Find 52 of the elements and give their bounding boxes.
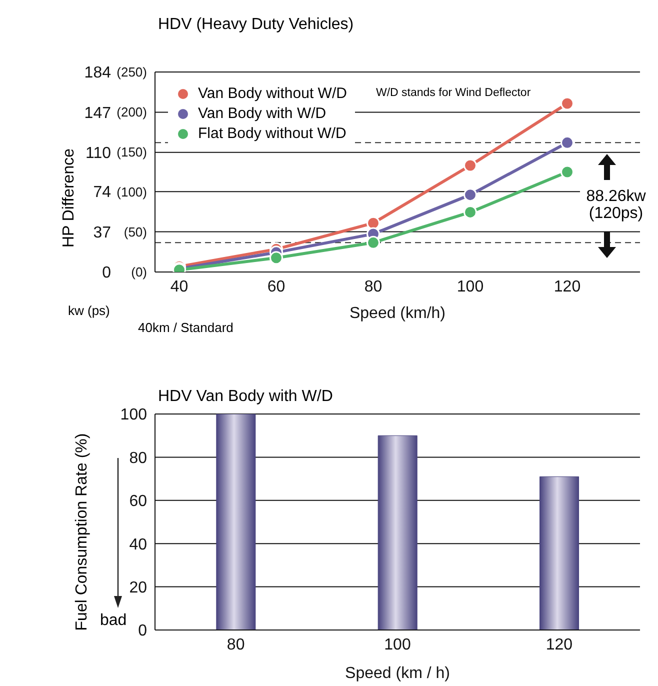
y-tick-label: 80 [129, 450, 148, 467]
bar [540, 476, 580, 630]
y-tick-label: 40 [129, 536, 148, 554]
y2-tick-label: (150) [116, 144, 147, 160]
chart-title: HDV (Heavy Duty Vehicles) [158, 16, 354, 34]
legend-label: Van Body without W/D [198, 85, 347, 102]
y2-tick-label: (250) [116, 64, 147, 80]
x-tick-label: 100 [456, 278, 484, 296]
chart-title: HDV Van Body with W/D [158, 388, 333, 406]
point [560, 96, 574, 110]
y2-tick-label: (50) [124, 224, 147, 240]
y2-tick-label: (100) [116, 184, 147, 200]
point [464, 205, 477, 219]
y-tick-label: 74 [93, 184, 112, 202]
annotation: W/D stands for Wind Deflector [376, 87, 531, 99]
y-tick-label: 110 [85, 145, 112, 162]
point [366, 236, 380, 250]
x-axis-title: Speed (km / h) [345, 665, 450, 682]
y-axis-title: HP Difference [60, 148, 78, 248]
point [560, 136, 574, 150]
annotation: 88.26kw (120ps) [580, 188, 652, 222]
x-tick-label: 80 [226, 636, 245, 654]
point [270, 251, 283, 265]
y-axis-title: Fuel Consumption Rate (%) [74, 433, 92, 631]
y-tick-label: 0 [138, 622, 148, 640]
text: 40km / Standard [138, 320, 234, 335]
legend-label: Van Body with W/D [198, 105, 326, 122]
bar [378, 435, 418, 630]
x-tick-label: 100 [384, 636, 411, 654]
y-tick-label: 147 [84, 104, 112, 122]
y2-tick-label: (200) [116, 104, 147, 120]
y-tick-label: 184 [84, 64, 112, 82]
y-tick-label: 20 [129, 579, 148, 596]
x-tick-label: 120 [546, 636, 573, 654]
legend-label: Flat Body without W/D [198, 125, 346, 142]
point [560, 165, 574, 179]
y-tick-label: 0 [102, 264, 112, 282]
x-tick-label: 40 [170, 278, 188, 296]
point [464, 158, 477, 172]
x-tick-label: 60 [267, 278, 286, 296]
point [366, 216, 380, 230]
bar [216, 414, 256, 630]
x-tick-label: 120 [554, 278, 581, 296]
y-tick-label: 100 [120, 406, 148, 424]
x-axis-title: Speed (km/h) [349, 305, 446, 322]
y-tick-label: 60 [129, 493, 148, 510]
y-tick-label: 37 [93, 224, 112, 242]
x-tick-label: 80 [364, 278, 382, 296]
text: bad [100, 612, 127, 630]
text: kw (ps) [68, 303, 110, 318]
y2-tick-label: (0) [131, 264, 147, 280]
point [464, 188, 477, 202]
